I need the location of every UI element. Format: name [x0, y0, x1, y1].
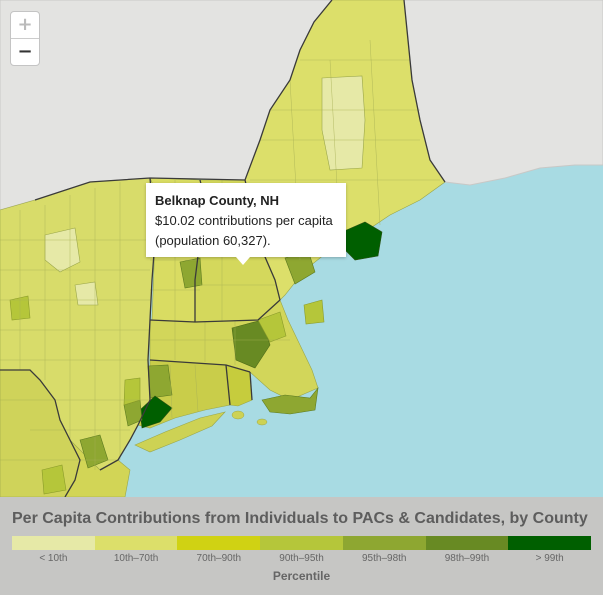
legend-swatch — [425, 536, 509, 550]
county-ny-sagadahoc[interactable] — [303, 299, 325, 325]
tooltip-population: (population 60,327). — [155, 233, 271, 248]
legend-swatch — [177, 536, 261, 550]
county-tooltip: Belknap County, NH $10.02 contributions … — [146, 183, 346, 257]
county-pa-montgomery[interactable] — [41, 464, 67, 495]
legend-axis-label: Percentile — [272, 569, 331, 583]
legend-label: 10th–70th — [113, 553, 159, 564]
county-piscataquis[interactable] — [321, 75, 366, 171]
legend-title: Per Capita Contributions from Individual… — [12, 510, 588, 527]
legend-label: 90th–95th — [279, 553, 324, 564]
county-essex-ma[interactable] — [257, 311, 287, 343]
legend-swatch — [94, 536, 178, 550]
tooltip-county-name: Belknap County, NH — [155, 193, 279, 208]
county-barnstable-ma[interactable] — [261, 386, 319, 415]
legend-swatch — [508, 536, 592, 550]
legend-labels: < 10th 10th–70th 70th–90th 90th–95th 95t… — [12, 551, 591, 567]
legend-label: 95th–98th — [361, 553, 407, 564]
legend-swatches — [12, 536, 592, 550]
state-borders — [0, 0, 446, 497]
tooltip-contributions: $10.02 contributions per capita — [155, 213, 333, 228]
county-ny-hamilton[interactable] — [74, 281, 99, 306]
island-marthas-vineyard — [231, 410, 245, 420]
county-hartford-ct[interactable] — [147, 364, 173, 399]
island-nantucket — [256, 418, 268, 426]
legend-label: < 10th — [39, 553, 68, 564]
legend-swatch — [260, 536, 343, 550]
county-ny-dutchess[interactable] — [123, 377, 141, 406]
county-middlesex-ma[interactable] — [231, 319, 271, 369]
legend-swatch — [12, 536, 95, 550]
legend-swatch — [342, 536, 426, 550]
canada-land-east — [403, 0, 603, 186]
legend-label: > 99th — [535, 553, 564, 564]
county-region-long-island[interactable] — [134, 411, 226, 453]
legend-label: 98th–99th — [444, 553, 490, 564]
tooltip-pointer — [236, 257, 250, 265]
legend-label: 70th–90th — [196, 553, 242, 564]
zoom-in-button[interactable]: + — [17, 14, 33, 35]
zoom-out-button[interactable]: − — [11, 38, 39, 65]
legend: Per Capita Contributions from Individual… — [0, 497, 603, 595]
zoom-control: + − — [10, 11, 40, 66]
